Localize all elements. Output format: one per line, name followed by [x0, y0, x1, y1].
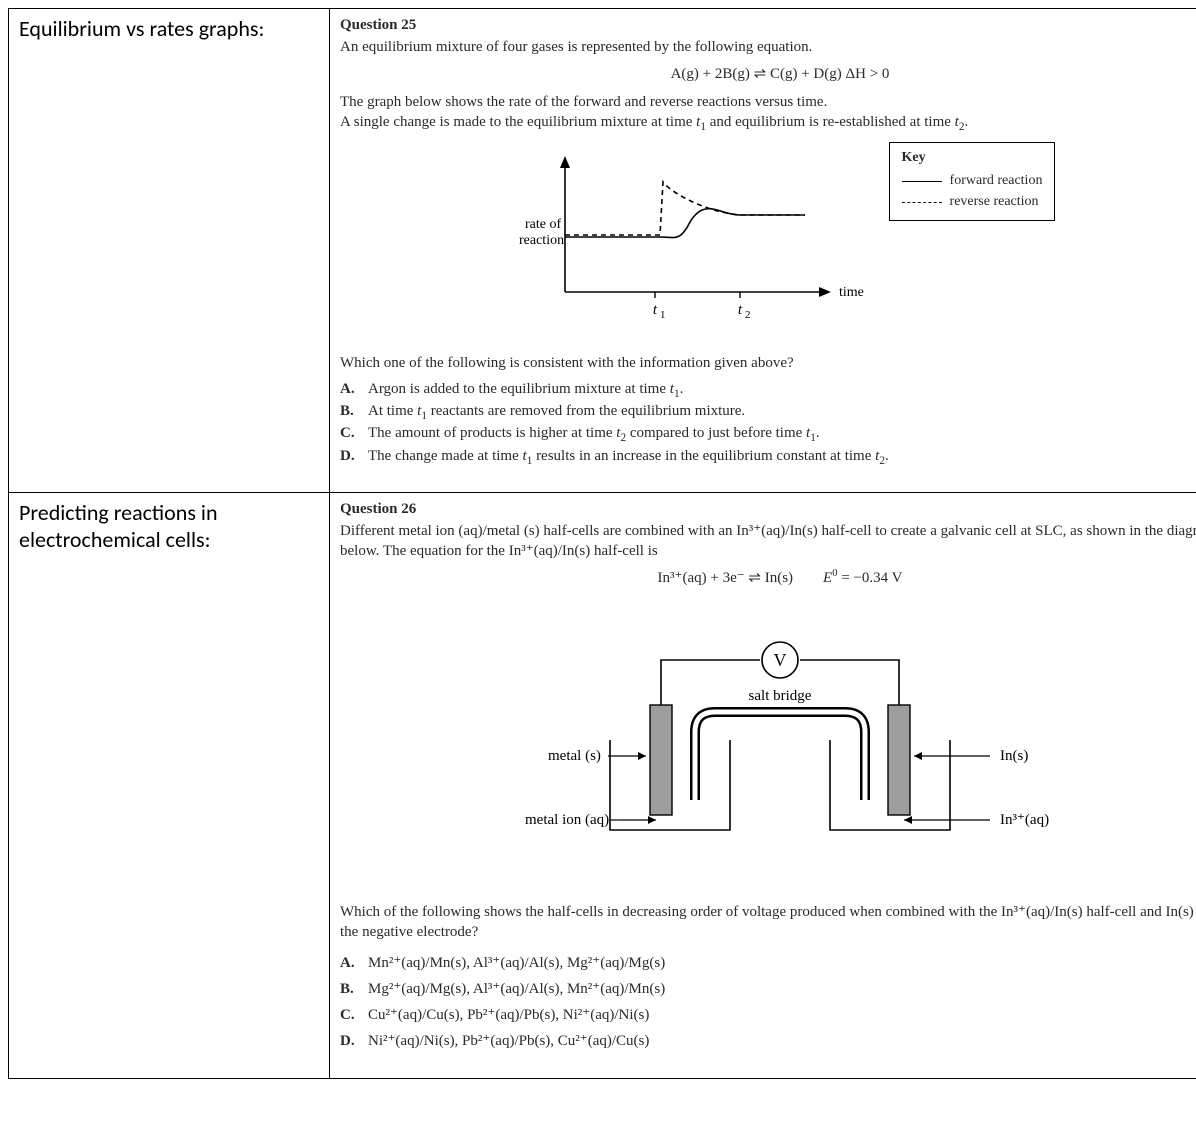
cd-end: .: [885, 448, 889, 464]
svg-text:metal ion (aq): metal ion (aq): [525, 812, 609, 828]
table-row: Predicting reactions in electrochemical …: [9, 492, 1196, 1078]
q25-lead2: A single change is made to the equilibri…: [340, 112, 1196, 132]
q25-choices: A. Argon is added to the equilibrium mix…: [340, 379, 1196, 466]
q26-b-text: Mg²⁺(aq)/Mg(s), Al³⁺(aq)/Al(s), Mn²⁺(aq)…: [368, 979, 1196, 999]
q26-e0-val: −0.34 V: [853, 570, 902, 586]
q26-d-text: Ni²⁺(aq)/Ni(s), Pb²⁺(aq)/Pb(s), Cu²⁺(aq)…: [368, 1031, 1196, 1051]
topic-cell-1: Equilibrium vs rates graphs:: [9, 9, 330, 493]
q26-eq-lhs: In³⁺(aq) + 3e⁻ ⇌ In(s): [658, 570, 793, 586]
q26-e0: E: [823, 570, 832, 586]
svg-text:V: V: [774, 650, 787, 670]
svg-text:In³⁺(aq): In³⁺(aq): [1000, 812, 1049, 828]
svg-text:t: t: [737, 302, 742, 318]
svg-text:In(s): In(s): [1000, 748, 1028, 764]
ca-pre: Argon is added to the equilibrium mixtur…: [368, 381, 670, 397]
ca-end: .: [680, 381, 684, 397]
dashed-line-icon: [902, 202, 942, 203]
q26-choice-c: C. Cu²⁺(aq)/Cu(s), Pb²⁺(aq)/Pb(s), Ni²⁺(…: [340, 1005, 1196, 1025]
q26-b-letter: B.: [340, 979, 368, 999]
svg-text:salt bridge: salt bridge: [749, 688, 812, 704]
svg-text:2: 2: [745, 309, 751, 321]
topic-cell-2: Predicting reactions in electrochemical …: [9, 492, 330, 1078]
q26-choices: A. Mn²⁺(aq)/Mn(s), Al³⁺(aq)/Al(s), Mg²⁺(…: [340, 953, 1196, 1052]
choice-d: D. The change made at time t1 results in…: [340, 446, 1196, 466]
cd-mid: results in an increase in the equilibriu…: [532, 448, 875, 464]
q26-choice-b: B. Mg²⁺(aq)/Mg(s), Al³⁺(aq)/Al(s), Mn²⁺(…: [340, 979, 1196, 999]
choice-b-text: At time t1 reactants are removed from th…: [368, 401, 1196, 421]
rate-graph-svg: t 1 t 2 rate of reaction time: [505, 142, 865, 332]
choice-a: A. Argon is added to the equilibrium mix…: [340, 379, 1196, 399]
choice-a-text: Argon is added to the equilibrium mixtur…: [368, 379, 1196, 399]
q25-lead2-mid: and equilibrium is re-established at tim…: [706, 114, 955, 130]
svg-text:time: time: [839, 285, 864, 300]
q25-key: Key forward reaction reverse reaction: [889, 142, 1056, 221]
svg-text:rate of: rate of: [525, 217, 561, 232]
q25-lead2-end: .: [964, 114, 968, 130]
choice-b-letter: B.: [340, 401, 368, 421]
svg-text:t: t: [652, 302, 657, 318]
q26-c-letter: C.: [340, 1005, 368, 1025]
solid-line-icon: [902, 181, 942, 182]
galvanic-cell-svg: V salt bridge metal (s) metal ion (aq) I…: [460, 600, 1100, 880]
cb-pre: At time: [368, 403, 417, 419]
key-fwd-row: forward reaction: [902, 172, 1043, 191]
cc-pre: The amount of products is higher at time: [368, 425, 616, 441]
spacer: [340, 1058, 1196, 1072]
topic-2-label: Predicting reactions in electrochemical …: [19, 499, 218, 554]
q26-a-text: Mn²⁺(aq)/Mn(s), Al³⁺(aq)/Al(s), Mg²⁺(aq)…: [368, 953, 1196, 973]
cc-mid: compared to just before time: [626, 425, 806, 441]
topic-1-label: Equilibrium vs rates graphs:: [19, 15, 264, 42]
svg-text:reaction: reaction: [519, 233, 564, 248]
q26-choice-a: A. Mn²⁺(aq)/Mn(s), Al³⁺(aq)/Al(s), Mg²⁺(…: [340, 953, 1196, 973]
q25-prompt: Which one of the following is consistent…: [340, 353, 1196, 373]
svg-text:1: 1: [660, 309, 666, 321]
q25-equation: A(g) + 2B(g) ⇌ C(g) + D(g) ΔH > 0: [340, 64, 1196, 84]
choice-d-letter: D.: [340, 446, 368, 466]
key-fwd-label: forward reaction: [950, 172, 1043, 191]
key-rev-row: reverse reaction: [902, 193, 1043, 212]
cc-end: .: [816, 425, 820, 441]
q26-d-letter: D.: [340, 1031, 368, 1051]
choice-d-text: The change made at time t1 results in an…: [368, 446, 1196, 466]
key-rev-label: reverse reaction: [950, 193, 1039, 212]
q26-title: Question 26: [340, 499, 1196, 519]
q25-graph-wrap: t 1 t 2 rate of reaction time Key: [340, 142, 1196, 338]
choice-c-letter: C.: [340, 423, 368, 443]
key-title: Key: [902, 149, 1043, 168]
q25-lead1: The graph below shows the rate of the fo…: [340, 92, 1196, 112]
q25-equation-text: A(g) + 2B(g) ⇌ C(g) + D(g) ΔH > 0: [671, 66, 890, 82]
q26-intro: Different metal ion (aq)/metal (s) half-…: [340, 521, 1196, 562]
q26-prompt: Which of the following shows the half-ce…: [340, 902, 1196, 943]
q26-a-letter: A.: [340, 953, 368, 973]
q25-title: Question 25: [340, 15, 1196, 35]
q25-lead2-pre: A single change is made to the equilibri…: [340, 114, 696, 130]
spacer: [340, 468, 1196, 486]
choice-c: C. The amount of products is higher at t…: [340, 423, 1196, 443]
q26-choice-d: D. Ni²⁺(aq)/Ni(s), Pb²⁺(aq)/Pb(s), Cu²⁺(…: [340, 1031, 1196, 1051]
cb-mid: reactants are removed from the equilibri…: [427, 403, 745, 419]
choice-c-text: The amount of products is higher at time…: [368, 423, 1196, 443]
question-cell-1: Question 25 An equilibrium mixture of fo…: [330, 9, 1196, 493]
q26-c-text: Cu²⁺(aq)/Cu(s), Pb²⁺(aq)/Pb(s), Ni²⁺(aq)…: [368, 1005, 1196, 1025]
q25-graph: t 1 t 2 rate of reaction time: [505, 142, 865, 338]
q26-diagram-wrap: V salt bridge metal (s) metal ion (aq) I…: [340, 600, 1196, 886]
choice-b: B. At time t1 reactants are removed from…: [340, 401, 1196, 421]
table-row: Equilibrium vs rates graphs: Question 25…: [9, 9, 1196, 493]
q26-equation: In³⁺(aq) + 3e⁻ ⇌ In(s) E0 = −0.34 V: [340, 568, 1196, 588]
q25-intro: An equilibrium mixture of four gases is …: [340, 37, 1196, 57]
cd-pre: The change made at time: [368, 448, 523, 464]
question-cell-2: Question 26 Different metal ion (aq)/met…: [330, 492, 1196, 1078]
two-row-table: Equilibrium vs rates graphs: Question 25…: [8, 8, 1196, 1079]
choice-a-letter: A.: [340, 379, 368, 399]
